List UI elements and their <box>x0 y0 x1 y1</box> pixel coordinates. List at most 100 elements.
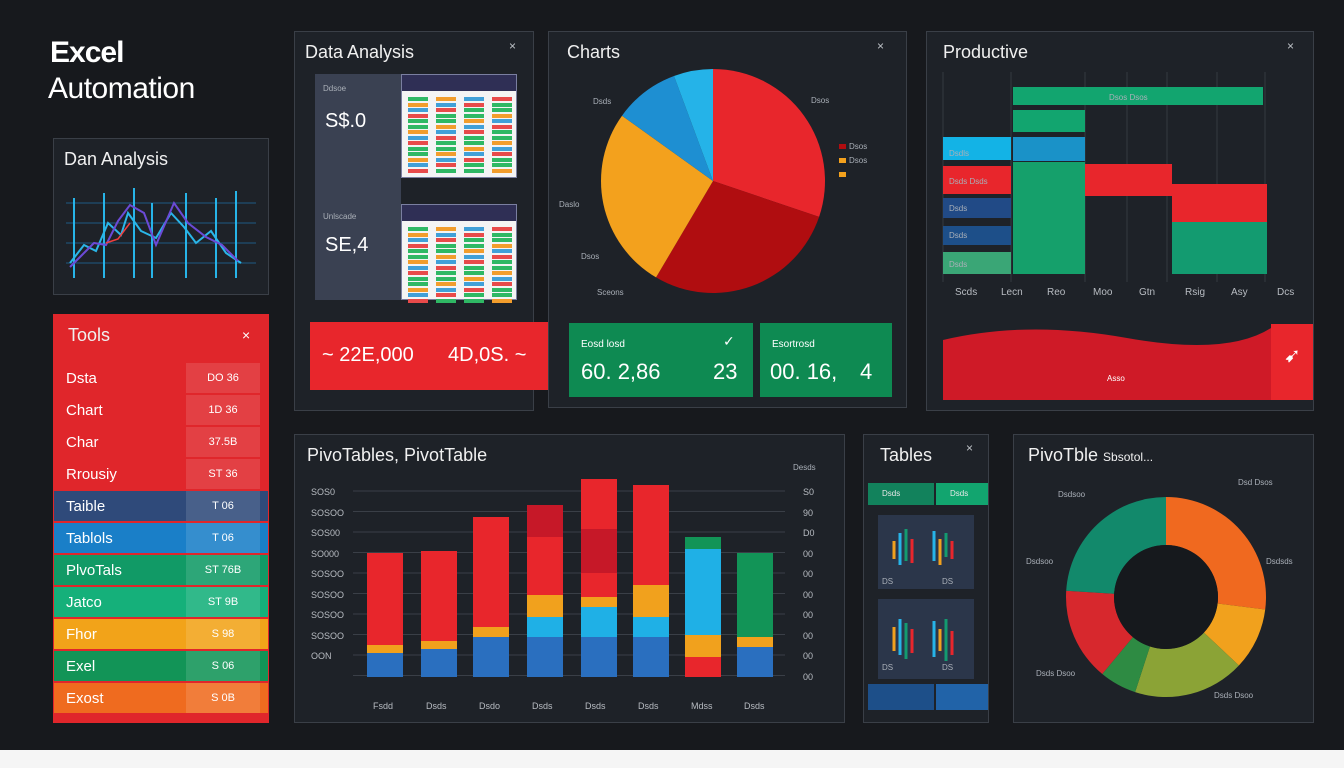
tool-item-label: Exel <box>66 657 96 675</box>
kpi-value: 60. 2,86 <box>581 359 661 384</box>
bar-segment <box>685 549 721 635</box>
pie-slice <box>656 181 820 293</box>
check-icon: ✓ <box>723 333 735 349</box>
tool-item[interactable]: PlvoTals ST 76B <box>54 555 268 585</box>
tool-item-value: ST 36 <box>186 459 260 489</box>
tool-item[interactable]: Char 37.5B <box>54 427 268 457</box>
y-right-tick-label: 00 <box>803 630 814 641</box>
row-label: Dsds <box>949 260 968 269</box>
metric-value: SE,4 <box>325 234 369 256</box>
panel-subtitle: Sbsotol... <box>1103 450 1154 464</box>
tool-item-label: Tablols <box>66 529 113 547</box>
pie-label: Daslo <box>559 200 580 209</box>
close-icon[interactable]: × <box>877 39 885 53</box>
tables-panel[interactable]: Tables × Dsds Dsds DS DS DS DS <box>863 434 989 723</box>
y-right-tick-label: S0 <box>803 487 815 497</box>
kpi-card[interactable]: Eosd losd ✓ 60. 2,86 23 <box>569 323 753 397</box>
close-icon[interactable]: × <box>966 441 974 455</box>
banner-value-1: ~ 22E,000 <box>322 344 414 366</box>
app-title: Excel <box>50 36 124 69</box>
tool-item-label: Dsta <box>66 369 97 387</box>
kpi-value-secondary: 23 <box>713 359 738 384</box>
donut-label: Dsdsds <box>1266 557 1293 566</box>
tool-item-value: ST 76B <box>186 555 260 585</box>
data-analysis-panel[interactable]: Data Analysis × Ddsoe S$.0 Unlscade SE,4… <box>294 31 548 411</box>
donut-label: Dsd Dsos <box>1238 478 1273 487</box>
tool-item-value: T 06 <box>186 523 260 553</box>
row-label: Dsds <box>949 204 968 213</box>
pie-label: Dsos <box>581 252 600 261</box>
productive-panel[interactable]: Productive × Dsos Dsos Dsdls Dsds Dsds D… <box>926 31 1314 411</box>
summary-banner[interactable]: ~ 22E,000 4D,0S. ~ <box>310 322 548 390</box>
row-label: Dsds Dsds <box>949 177 988 186</box>
metric-card[interactable]: Ddsoe S$.0 <box>315 74 401 206</box>
tool-item-label: Exost <box>66 689 104 707</box>
tool-item-value: S 06 <box>186 651 260 681</box>
x-tick-label: Dcs <box>1277 287 1295 298</box>
x-tick-label: Dsds <box>585 701 606 711</box>
donut-slice <box>1066 497 1166 594</box>
legend-label: Dsos <box>849 142 868 151</box>
row-label: DS <box>942 577 954 586</box>
kpi-label: Esortrosd <box>772 339 815 350</box>
panel-title: Productive <box>943 42 1029 62</box>
donut-slice <box>1102 637 1150 693</box>
bar-segment <box>421 551 457 641</box>
close-icon[interactable]: × <box>509 39 517 53</box>
tool-item-label: Char <box>66 433 99 451</box>
area-footer: ➹ <box>943 324 1313 400</box>
bar-segment <box>367 645 403 653</box>
tool-item[interactable]: Exel S 06 <box>54 651 268 681</box>
bar-segment <box>473 637 509 677</box>
bar-segment <box>527 505 563 537</box>
close-icon[interactable]: × <box>1287 39 1295 53</box>
tool-item[interactable]: Chart 1D 36 <box>54 395 268 425</box>
bar-segment <box>737 553 773 637</box>
bar-segment <box>581 637 617 677</box>
tool-item[interactable]: Dsta DO 36 <box>54 363 268 393</box>
tool-item[interactable]: Jatco ST 9B <box>54 587 268 617</box>
tool-item[interactable]: Rrousiy ST 36 <box>54 459 268 489</box>
bar-segment <box>581 607 617 637</box>
bar-segment <box>473 627 509 637</box>
x-tick-label: Dsds <box>744 701 765 711</box>
tool-item[interactable]: Taible T 06 <box>54 491 268 521</box>
app-subtitle: Automation <box>48 72 195 105</box>
tool-item-value: T 06 <box>186 491 260 521</box>
tools-panel[interactable]: Tools × Dsta DO 36 Chart 1D 36 Char 37.5B Rrou… <box>53 314 269 723</box>
pie-label: Sceons <box>597 288 624 297</box>
tool-item-value: S 0B <box>186 683 260 713</box>
bar-segment <box>581 479 617 529</box>
data-analysis-mini-panel[interactable]: Dan Analysis <box>53 138 269 295</box>
close-icon[interactable]: × <box>242 327 251 343</box>
panel-title: Tools <box>68 325 111 345</box>
tool-item-label: Fhor <box>66 625 97 643</box>
panel-title: PivoTables, PivotTable <box>307 445 488 465</box>
charts-panel[interactable]: Charts × Dsds Daslo Dsos Sceons Dsos Dso… <box>548 31 907 408</box>
area-label: Asso <box>1107 374 1125 383</box>
panel-title: Dan Analysis <box>64 149 169 169</box>
bar-segment <box>737 637 773 647</box>
pivot-tables-panel[interactable]: PivoTables, PivotTable Desds SOS0 SOSOO SO… <box>294 434 845 723</box>
metric-card[interactable]: Unlscade SE,4 <box>315 204 401 300</box>
bar-segment <box>685 635 721 657</box>
pie-slice <box>674 69 713 181</box>
pivot-donut-panel[interactable]: PivoTble Sbsotol... Dsd Dsos Dsdsoo Dsds… <box>1013 434 1314 723</box>
x-tick-label: Fsdd <box>373 701 394 711</box>
tool-item[interactable]: Tablols T 06 <box>54 523 268 553</box>
donut-label: Dsds Dsoo <box>1214 691 1254 700</box>
tool-item-value: 37.5B <box>186 427 260 457</box>
table-header-label: Dsds <box>882 489 901 498</box>
x-tick-label: Mdss <box>691 701 713 711</box>
kpi-card[interactable]: Esortrosd 00. 16, 4 <box>760 323 892 397</box>
y-tick-label: SOS00 <box>311 528 341 538</box>
donut-slice <box>1066 590 1133 675</box>
panel-title: Charts <box>567 42 621 62</box>
y-right-tick-label: 00 <box>803 569 814 579</box>
y-right-tick-label: 00 <box>803 589 814 600</box>
row-label: DS <box>882 577 894 586</box>
y-right-tick-label: 00 <box>803 548 814 559</box>
tool-item[interactable]: Exost S 0B <box>54 683 268 713</box>
bar-segment <box>685 657 721 677</box>
tool-item[interactable]: Fhor S 98 <box>54 619 268 649</box>
